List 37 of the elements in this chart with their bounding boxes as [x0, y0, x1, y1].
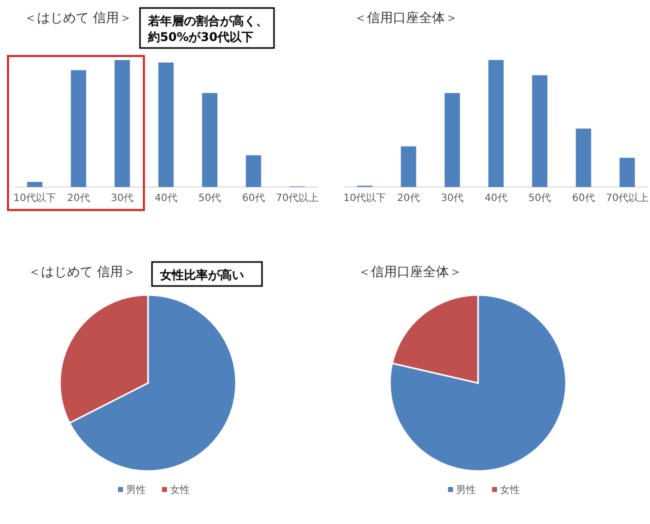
bar	[27, 182, 42, 187]
bar	[488, 60, 504, 187]
legend-label: 女性	[170, 484, 190, 496]
x-tick-label: 30代	[440, 193, 464, 204]
text: 若年層の割合が高く、約50%が30代以下	[147, 14, 268, 44]
chart-title: ＜信用口座全体＞	[358, 264, 462, 280]
x-tick-label: 10代以下	[13, 192, 56, 204]
x-tick-label: 60代	[572, 193, 595, 204]
bar	[114, 60, 130, 187]
pie-slice	[389, 294, 567, 472]
x-tick-label: 60代	[242, 193, 265, 204]
bar	[576, 128, 592, 187]
bar	[202, 93, 218, 187]
x-tick-label: 20代	[397, 193, 420, 204]
bar	[158, 62, 174, 187]
bar	[400, 146, 416, 187]
bar	[246, 155, 262, 187]
bar	[444, 93, 460, 187]
x-tick-label: 10代以下	[343, 192, 386, 204]
legend-label: 男性	[126, 484, 146, 496]
chart-title: ＜はじめて 信用＞	[28, 265, 136, 280]
x-tick-label: 20代	[67, 193, 90, 204]
chart-title: ＜信用口座全体＞	[354, 10, 458, 26]
text: 女性比率が高い	[159, 268, 244, 282]
bar	[532, 75, 548, 187]
chart-title: ＜はじめて 信用＞	[24, 11, 132, 26]
legend-label: 男性	[456, 484, 476, 496]
x-tick-label: 40代	[154, 193, 178, 204]
x-tick-label: 50代	[198, 193, 222, 204]
x-tick-label: 30代	[110, 193, 134, 204]
x-tick-label: 50代	[528, 193, 552, 204]
bar	[620, 158, 635, 187]
x-tick-label: 70代以上	[606, 192, 649, 204]
x-tick-label: 70代以上	[276, 192, 319, 204]
bar	[70, 70, 86, 187]
x-tick-label: 40代	[484, 193, 508, 204]
legend-label: 女性	[500, 484, 520, 496]
